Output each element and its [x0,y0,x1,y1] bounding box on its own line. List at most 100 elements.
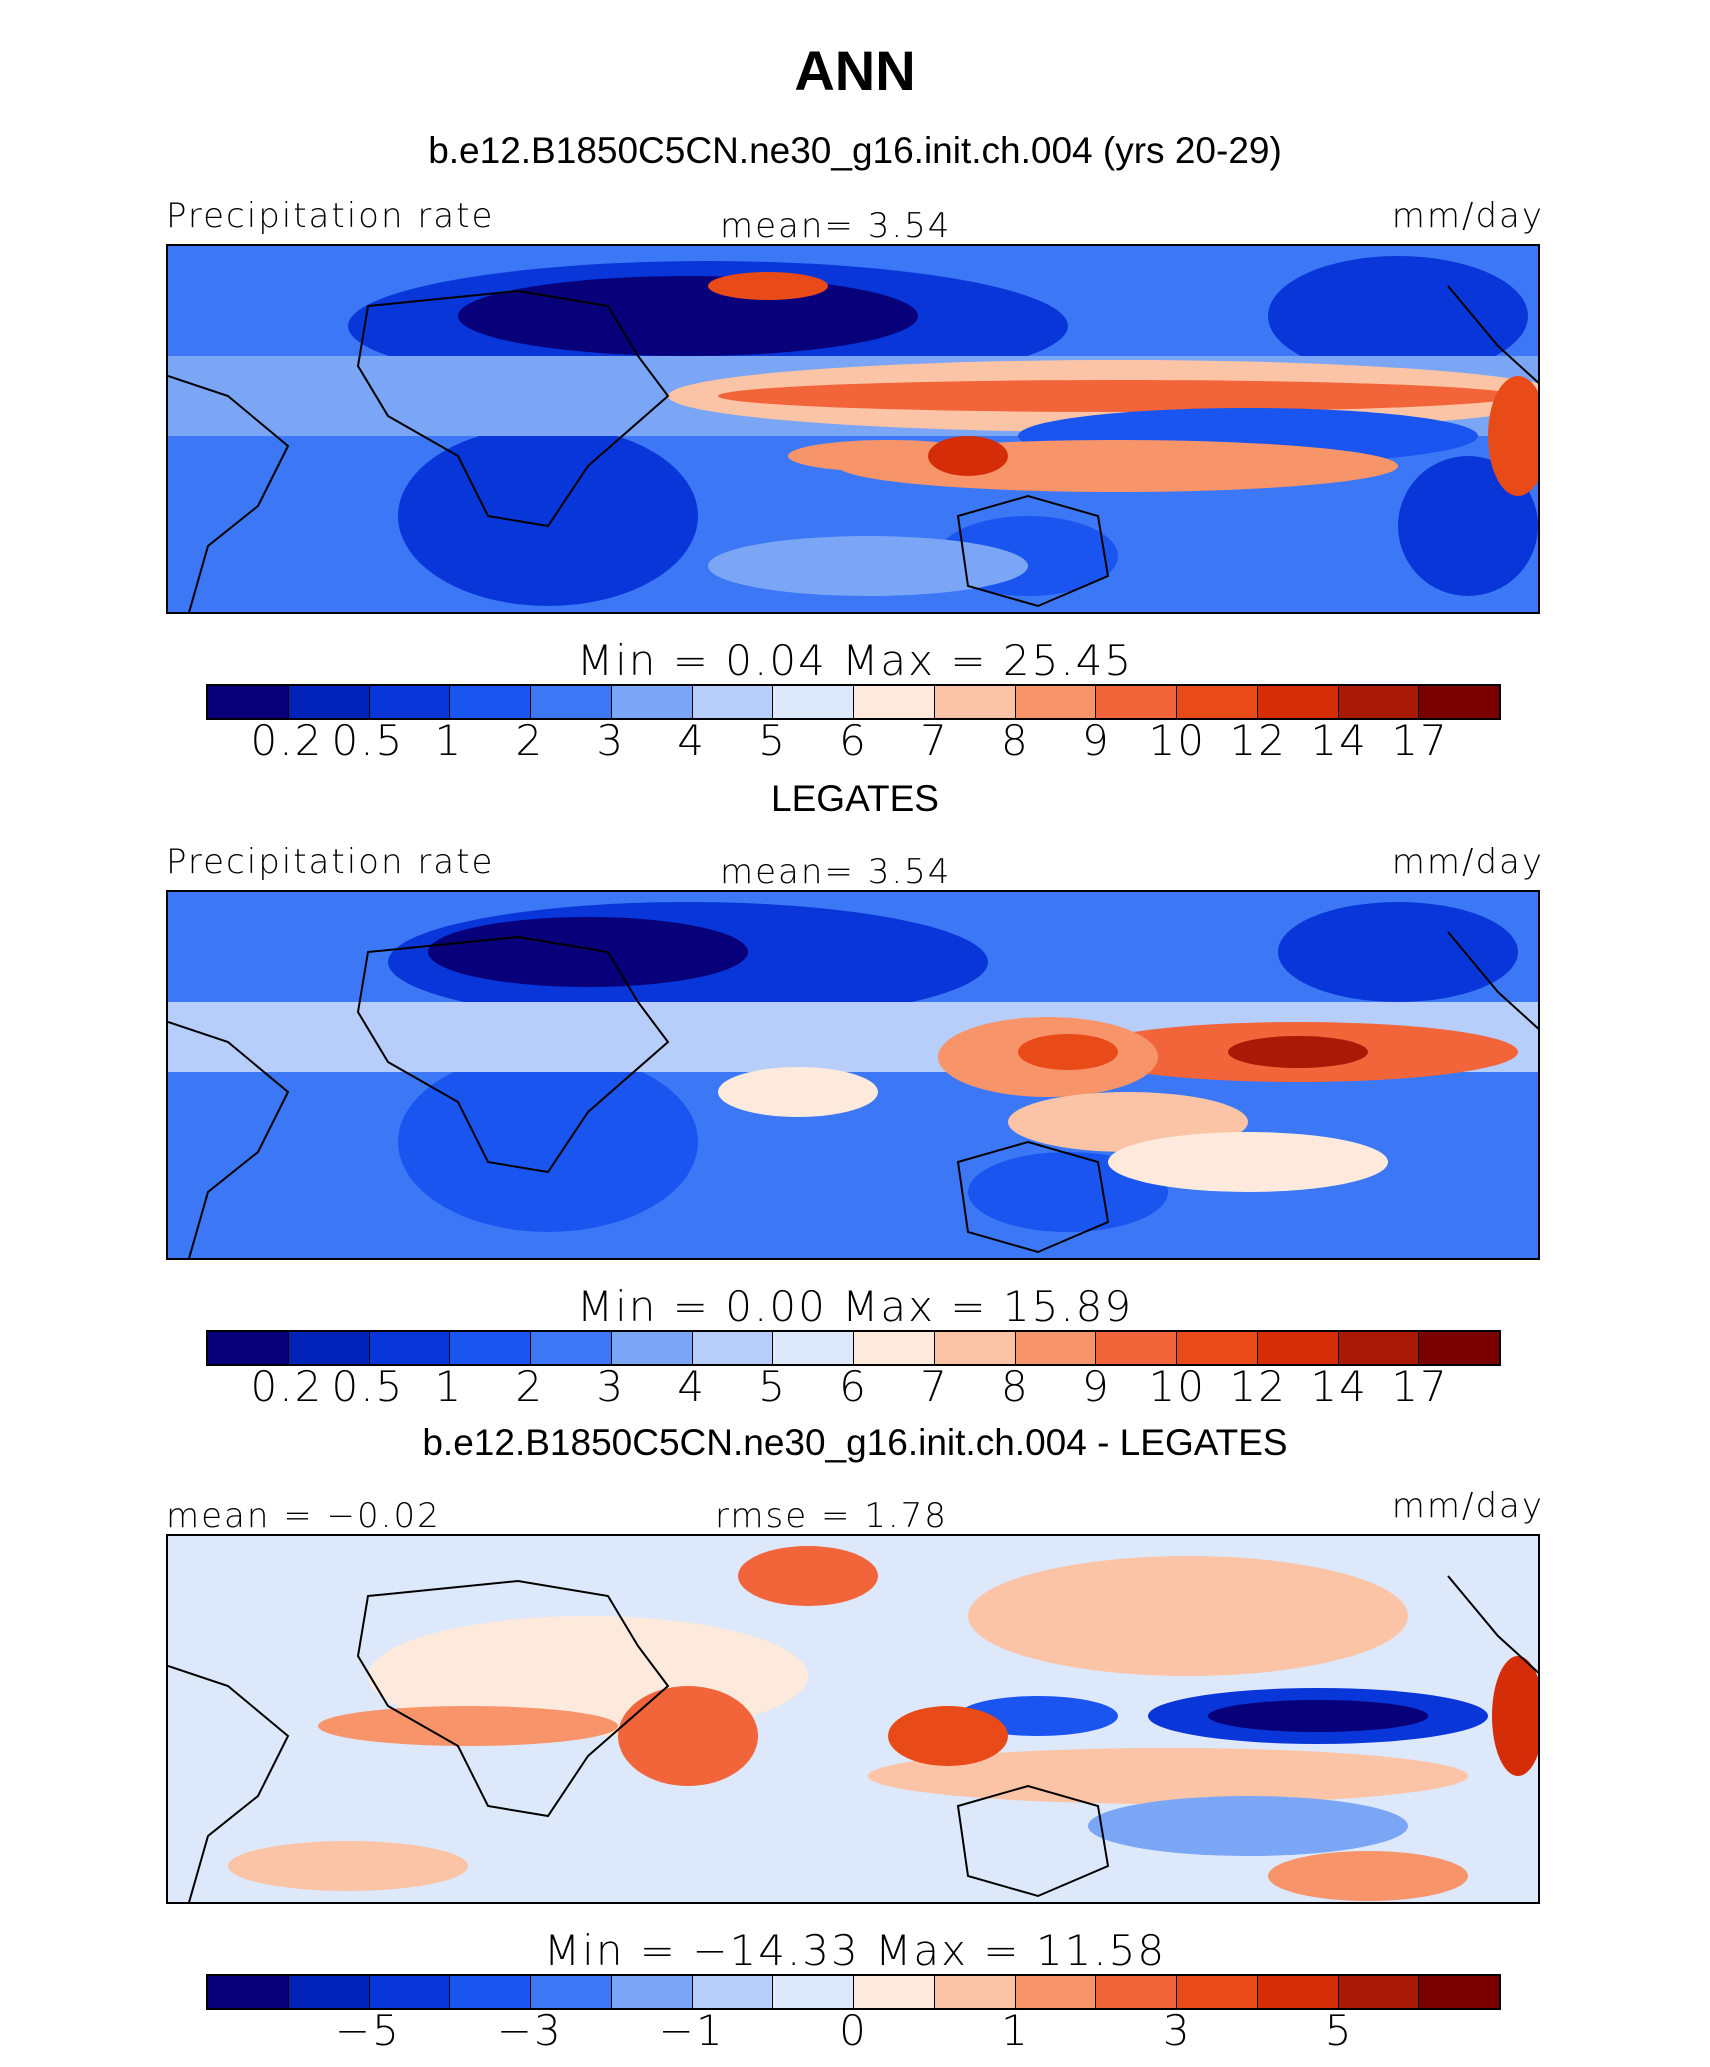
panel-1-field [168,246,1538,612]
colorbar-tick-label: −3 [496,2006,563,2055]
colorbar-tick-label: 8 [1001,1362,1030,1411]
colorbar-tick-label: 17 [1391,716,1449,765]
colorbar-box [773,686,854,718]
colorbar-tick-label: 10 [1148,1362,1206,1411]
colorbar-tick-label: 1 [1001,2006,1030,2055]
panel-2-colorbar-ticks: 0.2 0.5 1 2 3 4 5 6 7 8 9 10 12 14 17 [206,1362,1501,1412]
colorbar-tick-label: 8 [1001,716,1030,765]
colorbar-box [531,1332,612,1364]
panel-2-heading: LEGATES [771,778,939,819]
figure-title: ANN [794,39,916,102]
colorbar-box [692,686,774,718]
colorbar-box [1419,1332,1499,1364]
colorbar-tick-label: 2 [515,716,545,765]
colorbar-tick-label: 4 [677,716,706,765]
colorbar-box [450,686,531,718]
panel-1-mean-label: mean= 3.54 [720,206,952,246]
panel-2-field [168,892,1538,1258]
panel-1-map [166,244,1540,614]
panel-1-units-label: mm/day [1391,196,1544,236]
colorbar-box [1419,1976,1499,2008]
colorbar-box [369,686,451,718]
colorbar-tick-label: 9 [1081,1362,1111,1411]
colorbar-tick-label: 10 [1148,716,1206,765]
colorbar-box [854,1332,935,1364]
panel-3-units-label: mm/day [1391,1486,1544,1526]
colorbar-tick-label: 0.2 [250,1362,324,1411]
colorbar-tick-label: 2 [515,1362,545,1411]
panel-3-rmse-label: rmse = 1.78 [715,1496,948,1536]
colorbar-box [1015,1332,1097,1364]
colorbar-box [854,1976,935,2008]
colorbar-box [208,1976,289,2008]
colorbar-tick-label: 3 [1162,2006,1192,2055]
colorbar-box [531,686,612,718]
colorbar-tick-label: 6 [839,1362,868,1411]
colorbar-box [1338,686,1420,718]
colorbar-box [1015,1976,1097,2008]
panel-2-units-label: mm/day [1391,842,1544,882]
colorbar-box [611,686,693,718]
colorbar-box [450,1976,531,2008]
colorbar-box [1257,1976,1339,2008]
colorbar-box [1257,1332,1339,1364]
colorbar-box [934,1976,1016,2008]
colorbar-tick-label: 0 [839,2006,868,2055]
colorbar-tick-label: 7 [920,1362,949,1411]
colorbar-box [1096,1976,1177,2008]
panel-2-minmax: Min = 0.00 Max = 15.89 [576,1282,1134,1331]
colorbar-tick-label: −5 [334,2006,401,2055]
colorbar-box [773,1976,854,2008]
colorbar-box [773,1332,854,1364]
colorbar-box [1177,686,1258,718]
colorbar-box [692,1976,774,2008]
colorbar-tick-label: 17 [1391,1362,1449,1411]
panel-3-colorbar [206,1974,1501,2010]
colorbar-tick-label: −1 [658,2006,725,2055]
colorbar-tick-label: 3 [596,1362,626,1411]
colorbar-tick-label: 14 [1310,1362,1368,1411]
colorbar-box [288,686,370,718]
panel-3-colorbar-ticks: −5 −3 −1 0 1 3 5 [206,2006,1501,2056]
colorbar-box [1338,1332,1420,1364]
panel-3-heading: b.e12.B1850C5CN.ne30_g16.init.ch.004 - L… [422,1422,1288,1463]
panel-1-variable-label: Precipitation rate [166,196,495,236]
colorbar-box [934,1332,1016,1364]
panel-1-heading: b.e12.B1850C5CN.ne30_g16.init.ch.004 (yr… [428,130,1282,171]
colorbar-box [1096,686,1177,718]
colorbar-box [1338,1976,1420,2008]
colorbar-tick-label: 0.2 [250,716,324,765]
colorbar-tick-label: 6 [839,716,868,765]
colorbar-box [1419,686,1499,718]
colorbar-tick-label: 12 [1229,716,1287,765]
colorbar-box [611,1332,693,1364]
panel-2-colorbar [206,1330,1501,1366]
colorbar-box [1257,686,1339,718]
panel-2-mean-label: mean= 3.54 [720,852,952,892]
colorbar-box [531,1976,612,2008]
colorbar-tick-label: 9 [1081,716,1111,765]
colorbar-box [934,686,1016,718]
colorbar-box [288,1976,370,2008]
panel-2-map [166,890,1540,1260]
colorbar-tick-label: 14 [1310,716,1368,765]
colorbar-box [369,1976,451,2008]
colorbar-tick-label: 3 [596,716,626,765]
panel-3-map [166,1534,1540,1904]
colorbar-box [1177,1976,1258,2008]
colorbar-box [1015,686,1097,718]
panel-1-colorbar-ticks: 0.2 0.5 1 2 3 4 5 6 7 8 9 10 12 14 17 [206,716,1501,766]
colorbar-box [369,1332,451,1364]
colorbar-tick-label: 1 [434,716,464,765]
colorbar-tick-label: 5 [1324,2006,1354,2055]
colorbar-box [288,1332,370,1364]
panel-1-minmax: Min = 0.04 Max = 25.45 [576,636,1134,685]
colorbar-tick-label: 5 [758,1362,787,1411]
colorbar-tick-label: 4 [677,1362,706,1411]
colorbar-tick-label: 0.5 [331,716,405,765]
colorbar-box [208,686,289,718]
panel-3-field [168,1536,1538,1902]
colorbar-box [611,1976,693,2008]
colorbar-box [854,686,935,718]
colorbar-box [1177,1332,1258,1364]
